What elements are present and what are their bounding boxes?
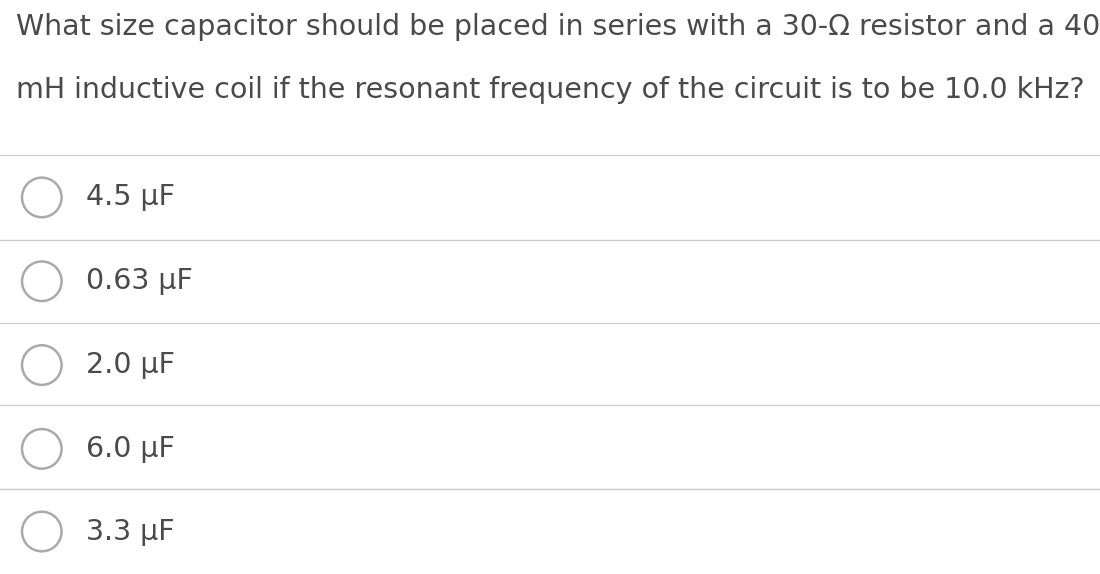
- Text: 4.5 μF: 4.5 μF: [86, 184, 175, 211]
- Text: 3.3 μF: 3.3 μF: [86, 518, 175, 545]
- Text: 6.0 μF: 6.0 μF: [86, 435, 175, 463]
- Text: 0.63 μF: 0.63 μF: [86, 267, 192, 295]
- Text: mH inductive coil if the resonant frequency of the circuit is to be 10.0 kHz?: mH inductive coil if the resonant freque…: [16, 76, 1085, 104]
- Text: 2.0 μF: 2.0 μF: [86, 351, 175, 379]
- Text: What size capacitor should be placed in series with a 30-Ω resistor and a 40-: What size capacitor should be placed in …: [16, 13, 1100, 41]
